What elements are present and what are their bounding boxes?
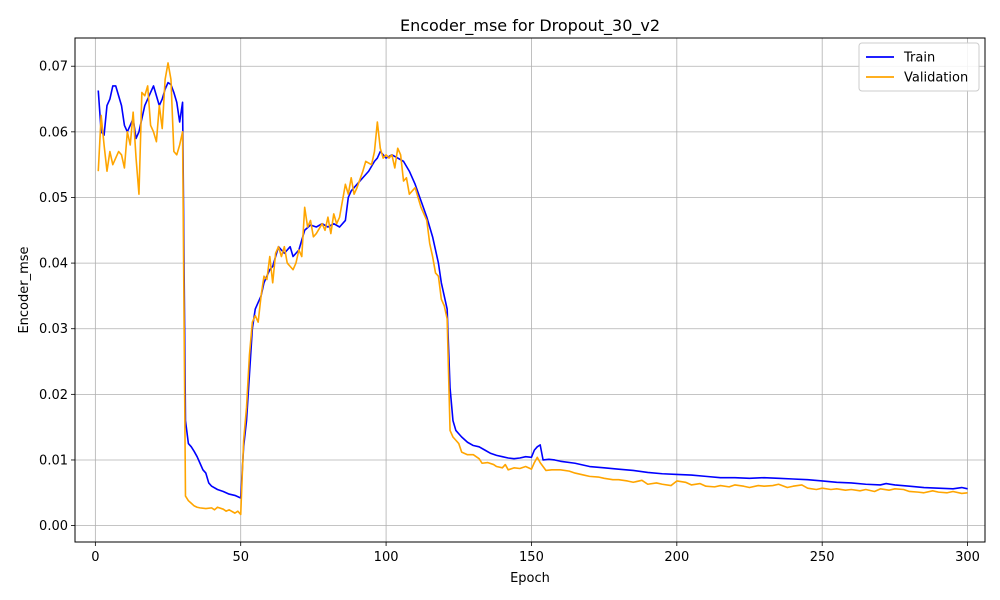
plot-area-frame	[74, 37, 986, 543]
y-tick-label: 0.04	[39, 257, 68, 272]
y-axis-title: Encoder_mse	[17, 246, 32, 333]
y-tick-label: 0.07	[39, 60, 68, 75]
legend: Train Validation	[858, 42, 980, 92]
x-tick-label: 250	[810, 550, 835, 565]
series-line-validation	[97, 62, 968, 516]
y-tick-label: 0.05	[39, 191, 68, 206]
x-tick-label: 300	[955, 550, 980, 565]
x-tick-label: 150	[519, 550, 544, 565]
x-tick-label: 0	[91, 550, 99, 565]
x-tick-label: 100	[374, 550, 399, 565]
y-tick-label: 0.03	[39, 322, 68, 337]
y-tick-label: 0.00	[39, 519, 68, 534]
chart-title: Encoder_mse for Dropout_30_v2	[400, 16, 660, 36]
grid	[75, 38, 985, 542]
legend-frame	[858, 42, 980, 92]
y-tick-label: 0.01	[39, 453, 68, 468]
series-lines	[97, 62, 968, 516]
y-tick-label: 0.06	[39, 125, 68, 140]
y-tick-label: 0.02	[39, 388, 68, 403]
x-tick-label: 50	[232, 550, 249, 565]
x-axis: 0 50 100 150 200 250 300	[91, 542, 980, 565]
x-tick-label: 200	[664, 550, 689, 565]
x-axis-title: Epoch	[510, 571, 550, 586]
legend-label-validation: Validation	[904, 71, 968, 86]
legend-label-train: Train	[903, 51, 935, 66]
y-axis: 0.00 0.01 0.02 0.03 0.04 0.05 0.06 0.07	[39, 60, 75, 534]
